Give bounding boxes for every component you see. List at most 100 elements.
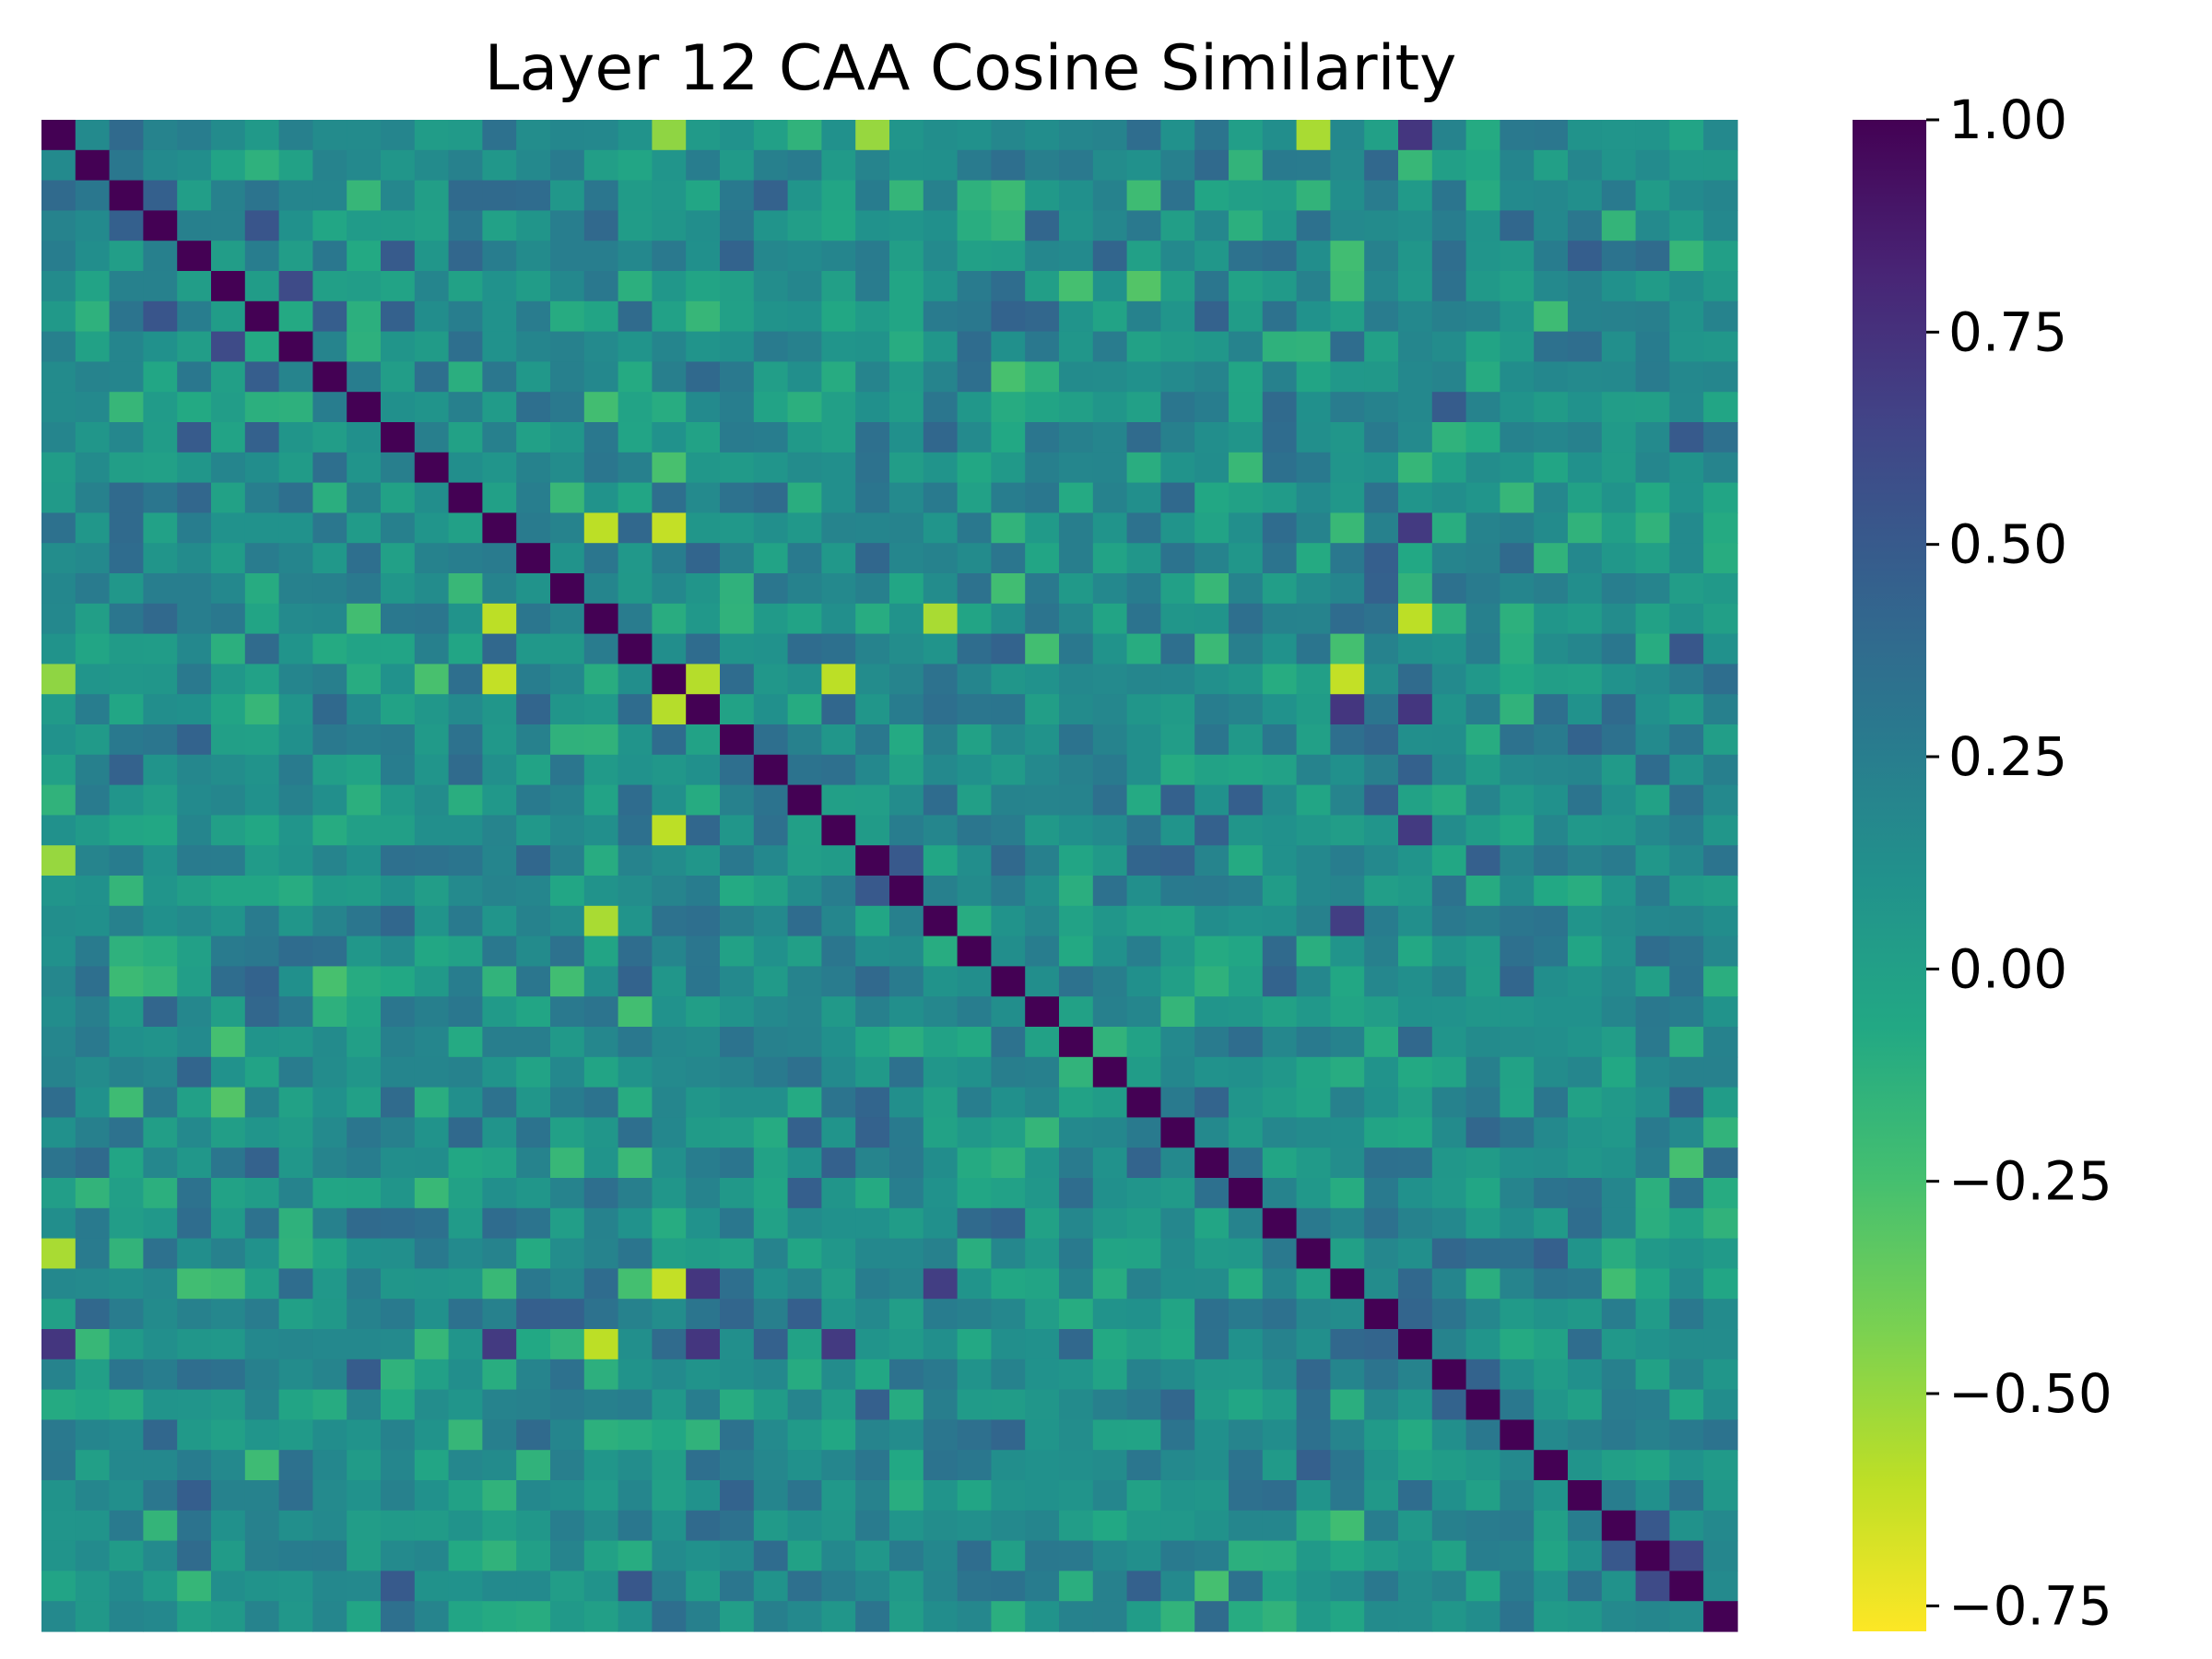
heatmap-cell (1025, 543, 1060, 574)
heatmap-cell (1296, 241, 1331, 272)
heatmap-cell (278, 876, 313, 907)
heatmap-cell (211, 300, 246, 333)
heatmap-cell (889, 149, 924, 182)
heatmap-cell (957, 1329, 992, 1360)
heatmap-cell (482, 1450, 517, 1481)
heatmap-cell (177, 482, 212, 513)
heatmap-cell (448, 633, 483, 665)
heatmap-cell (1398, 1510, 1433, 1542)
heatmap-cell (381, 1329, 416, 1360)
heatmap-cell (923, 876, 959, 907)
heatmap-cell (347, 1540, 382, 1571)
heatmap-cell (347, 271, 382, 302)
heatmap-cell (889, 1329, 924, 1360)
heatmap-cell (211, 1299, 246, 1330)
heatmap-cell (753, 966, 789, 997)
heatmap-cell (244, 241, 280, 272)
heatmap-cell (1160, 724, 1195, 756)
heatmap-cell (583, 845, 619, 877)
heatmap-cell (787, 361, 822, 393)
heatmap-cell (1025, 845, 1060, 877)
heatmap-cell (1059, 1178, 1094, 1209)
heatmap-cell (686, 149, 721, 182)
heatmap-cell (1431, 1540, 1467, 1571)
heatmap-cell (516, 876, 551, 907)
heatmap-cell (923, 815, 959, 846)
heatmap-cell (686, 1389, 721, 1420)
heatmap-cell (177, 1178, 212, 1209)
heatmap-cell (516, 1419, 551, 1451)
heatmap-cell (414, 210, 450, 241)
heatmap-cell (177, 271, 212, 302)
heatmap-cell (720, 1238, 755, 1269)
heatmap-cell (1025, 300, 1060, 333)
heatmap-cell (787, 694, 822, 725)
heatmap-cell (1262, 1389, 1298, 1420)
heatmap-cell (1534, 1178, 1569, 1209)
heatmap-cell (381, 1299, 416, 1330)
heatmap-cell (109, 815, 144, 846)
heatmap-cell (1330, 1510, 1365, 1542)
heatmap-cell (1601, 1207, 1637, 1240)
heatmap-cell (312, 754, 347, 786)
heatmap-cell (991, 724, 1026, 756)
heatmap-cell (278, 1540, 313, 1571)
heatmap-cell (1126, 935, 1161, 967)
heatmap-cell (1126, 543, 1161, 574)
heatmap-cell (889, 361, 924, 393)
heatmap-cell (381, 784, 416, 816)
heatmap-cell (1398, 1027, 1433, 1058)
heatmap-cell (1092, 724, 1128, 756)
heatmap-cell (720, 815, 755, 846)
heatmap-cell (720, 422, 755, 453)
heatmap-cell (1534, 1027, 1569, 1058)
heatmap-cell (381, 664, 416, 695)
heatmap-cell (720, 664, 755, 695)
heatmap-cell (1431, 876, 1467, 907)
heatmap-cell (583, 1601, 619, 1632)
heatmap-cell (1703, 241, 1738, 272)
heatmap-cell (1059, 1087, 1094, 1118)
heatmap-cell (1703, 1207, 1738, 1240)
heatmap-cell (482, 1480, 517, 1512)
heatmap-cell (753, 1207, 789, 1240)
heatmap-cell (1398, 1238, 1433, 1269)
heatmap-cell (482, 876, 517, 907)
heatmap-cell (787, 966, 822, 997)
heatmap-cell (448, 1147, 483, 1179)
heatmap-cell (1126, 1056, 1161, 1088)
heatmap-cell (583, 300, 619, 333)
heatmap-cell (312, 180, 347, 211)
heatmap-cell (75, 1480, 111, 1512)
heatmap-cell (1160, 784, 1195, 816)
heatmap-cell (855, 241, 890, 272)
heatmap-cell (923, 724, 959, 756)
heatmap-cell (109, 1419, 144, 1451)
heatmap-cell (957, 1238, 992, 1269)
heatmap-cell (1635, 1027, 1670, 1058)
heatmap-cell (1669, 1147, 1704, 1179)
heatmap-cell (855, 1601, 890, 1632)
heatmap-cell (1194, 724, 1230, 756)
heatmap-cell (753, 633, 789, 665)
heatmap-cell (244, 603, 280, 635)
heatmap-cell (1669, 1389, 1704, 1420)
colorbar-tick-label: −0.50 (1948, 1362, 2112, 1425)
heatmap-cell (583, 633, 619, 665)
heatmap-cell (1160, 120, 1195, 151)
heatmap-cell (1669, 543, 1704, 574)
heatmap-cell (414, 754, 450, 786)
heatmap-cell (1262, 1329, 1298, 1360)
heatmap-cell (957, 482, 992, 513)
heatmap-cell (583, 1419, 619, 1451)
heatmap-cell (1126, 1540, 1161, 1571)
heatmap-cell (923, 966, 959, 997)
heatmap-cell (1296, 1268, 1331, 1300)
heatmap-cell (1534, 966, 1569, 997)
heatmap-cell (1296, 1056, 1331, 1088)
heatmap-cell (821, 905, 856, 937)
heatmap-cell (448, 694, 483, 725)
heatmap-cell (278, 1389, 313, 1420)
heatmap-cell (686, 392, 721, 423)
heatmap-cell (618, 1540, 653, 1571)
